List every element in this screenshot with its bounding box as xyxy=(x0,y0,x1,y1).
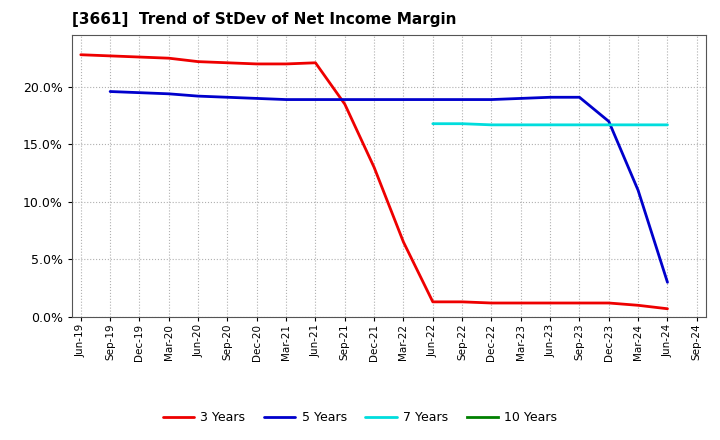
Line: 5 Years: 5 Years xyxy=(110,92,667,282)
5 Years xyxy=(135,90,144,95)
3 Years xyxy=(399,239,408,245)
5 Years xyxy=(575,95,584,100)
3 Years xyxy=(311,60,320,66)
3 Years xyxy=(223,60,232,66)
7 Years xyxy=(575,122,584,128)
7 Years xyxy=(487,122,496,128)
7 Years xyxy=(516,122,525,128)
5 Years xyxy=(487,97,496,102)
Line: 3 Years: 3 Years xyxy=(81,55,667,309)
3 Years xyxy=(663,306,672,312)
3 Years xyxy=(370,165,379,170)
5 Years xyxy=(605,119,613,124)
5 Years xyxy=(282,97,290,102)
3 Years xyxy=(76,52,85,57)
5 Years xyxy=(311,97,320,102)
5 Years xyxy=(634,188,642,193)
3 Years xyxy=(282,61,290,66)
3 Years xyxy=(164,55,173,61)
Text: [3661]  Trend of StDev of Net Income Margin: [3661] Trend of StDev of Net Income Marg… xyxy=(72,12,456,27)
5 Years xyxy=(428,97,437,102)
7 Years xyxy=(458,121,467,126)
5 Years xyxy=(223,95,232,100)
5 Years xyxy=(546,95,554,100)
5 Years xyxy=(164,91,173,96)
3 Years xyxy=(428,299,437,304)
3 Years xyxy=(575,301,584,306)
5 Years xyxy=(458,97,467,102)
5 Years xyxy=(370,97,379,102)
7 Years xyxy=(428,121,437,126)
7 Years xyxy=(546,122,554,128)
3 Years xyxy=(253,61,261,66)
3 Years xyxy=(487,301,496,306)
3 Years xyxy=(634,303,642,308)
3 Years xyxy=(546,301,554,306)
5 Years xyxy=(399,97,408,102)
3 Years xyxy=(458,299,467,304)
5 Years xyxy=(253,96,261,101)
7 Years xyxy=(634,122,642,128)
Legend: 3 Years, 5 Years, 7 Years, 10 Years: 3 Years, 5 Years, 7 Years, 10 Years xyxy=(158,407,562,429)
3 Years xyxy=(135,55,144,60)
3 Years xyxy=(106,53,114,59)
7 Years xyxy=(605,122,613,128)
3 Years xyxy=(516,301,525,306)
5 Years xyxy=(516,96,525,101)
7 Years xyxy=(663,122,672,128)
3 Years xyxy=(341,102,349,107)
5 Years xyxy=(194,93,202,99)
5 Years xyxy=(341,97,349,102)
5 Years xyxy=(106,89,114,94)
3 Years xyxy=(194,59,202,64)
Line: 7 Years: 7 Years xyxy=(433,124,667,125)
3 Years xyxy=(605,301,613,306)
5 Years xyxy=(663,280,672,285)
